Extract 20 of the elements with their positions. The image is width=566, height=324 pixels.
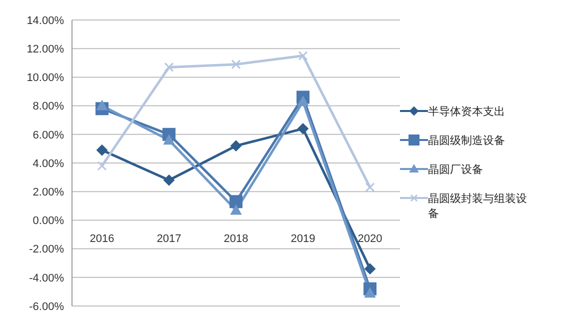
y-tick-label: 12.00% xyxy=(26,44,64,56)
y-tick-label: -2.00% xyxy=(29,244,64,256)
y-tick-label: 8.00% xyxy=(32,100,64,113)
x-tick-label: 2017 xyxy=(156,233,182,246)
x-tick-label: 2019 xyxy=(290,233,316,246)
y-tick-label: -6.00% xyxy=(29,300,64,313)
y-tick-label: 6.00% xyxy=(32,129,64,142)
legend-label: 半导体资本支出 xyxy=(428,104,506,118)
x-tick-label: 2020 xyxy=(358,233,382,246)
y-tick-label: 2.00% xyxy=(32,186,64,199)
legend-label: 晶圆厂设备 xyxy=(428,162,484,176)
legend-label: 晶圆级制造设备 xyxy=(428,132,506,148)
y-tick-label: 0.00% xyxy=(32,215,64,228)
x-tick-label: 2018 xyxy=(224,233,248,246)
y-tick-label: -4.00% xyxy=(29,272,64,284)
x-tick-label: 2016 xyxy=(90,233,114,246)
y-tick-label: 10.00% xyxy=(26,72,64,84)
y-tick-label: 4.00% xyxy=(32,158,64,170)
legend-label: 晶圆级封装与组装设备 xyxy=(428,190,528,220)
y-tick-label: 14.00% xyxy=(26,14,64,27)
